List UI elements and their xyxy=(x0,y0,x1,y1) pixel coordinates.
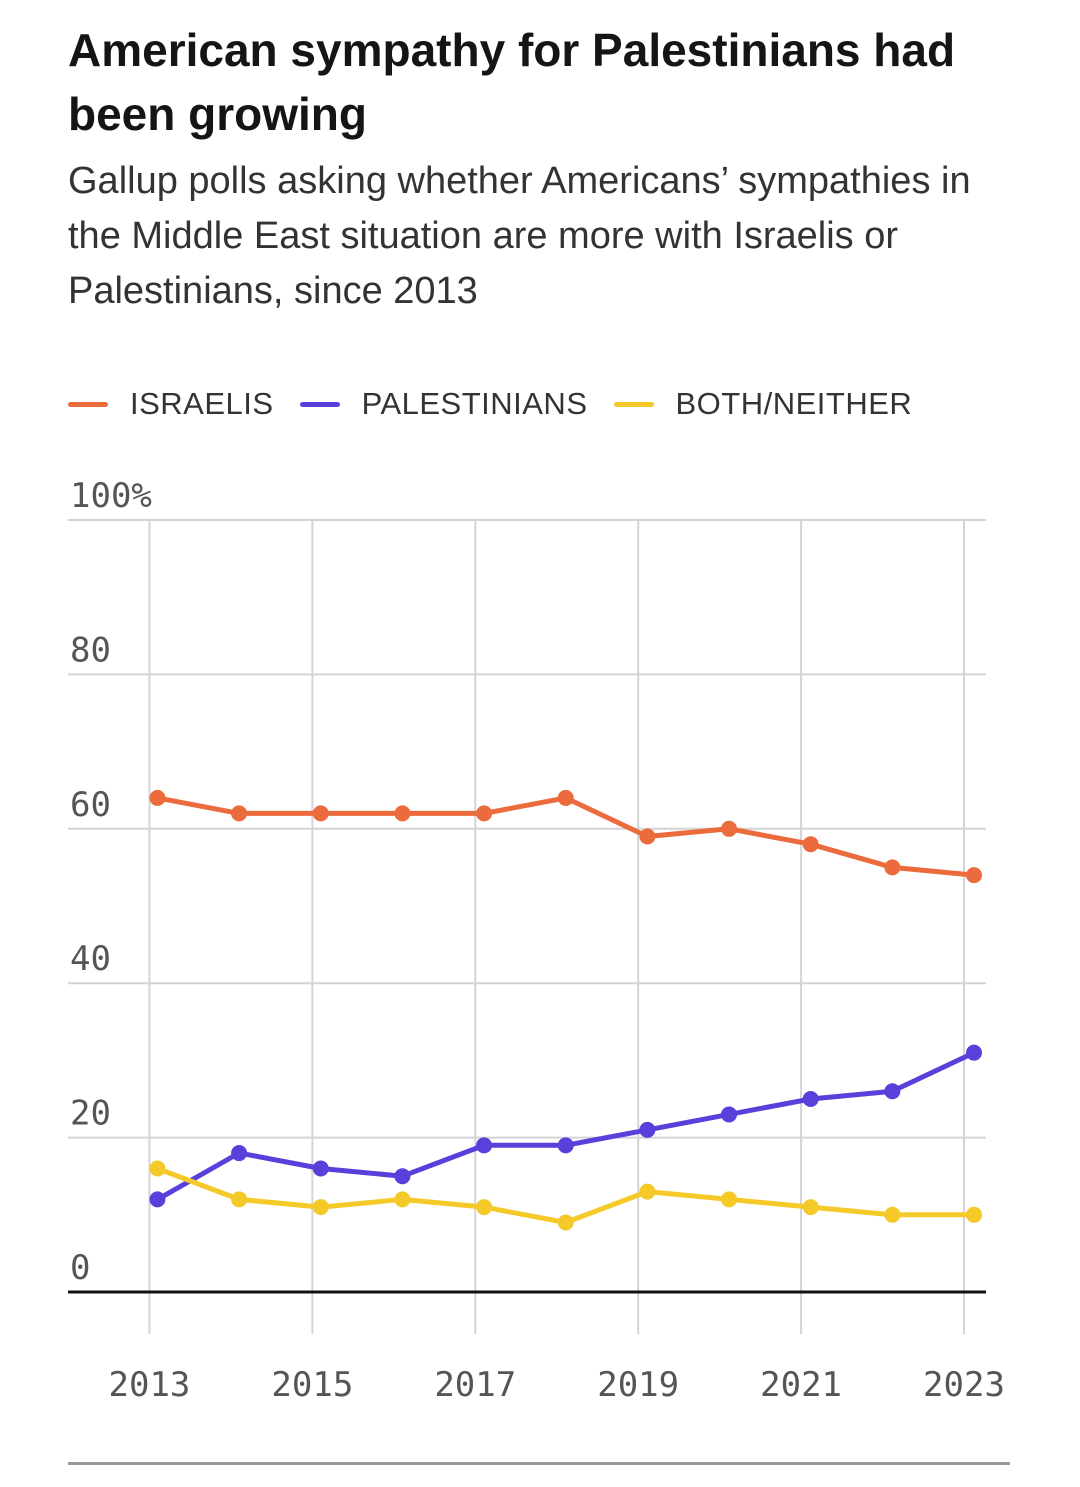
legend: ISRAELIS PALESTINIANS BOTH/NEITHER xyxy=(68,382,938,426)
legend-swatch-both-neither xyxy=(613,401,654,407)
legend-swatch-israelis xyxy=(68,401,108,407)
legend-label-israelis: ISRAELIS xyxy=(130,386,274,421)
data-point-both-neither xyxy=(149,1160,166,1177)
data-point-palestinians xyxy=(966,1044,982,1061)
data-point-both-neither xyxy=(884,1206,901,1223)
series-line-both-neither xyxy=(155,1166,977,1225)
legend-item-palestinians: PALESTINIANS xyxy=(299,386,588,422)
data-point-israelis xyxy=(639,828,656,845)
series-line-israelis xyxy=(155,795,977,878)
data-point-israelis xyxy=(721,820,738,837)
data-point-both-neither xyxy=(476,1199,493,1216)
data-point-both-neither xyxy=(802,1199,819,1216)
legend-label-both-neither: BOTH/NEITHER xyxy=(675,386,913,421)
data-point-both-neither xyxy=(639,1183,656,1200)
data-point-both-neither xyxy=(966,1206,982,1223)
data-point-israelis xyxy=(802,836,819,853)
data-point-israelis xyxy=(231,805,248,822)
data-point-both-neither xyxy=(231,1191,248,1208)
data-point-palestinians xyxy=(557,1137,574,1154)
data-point-both-neither xyxy=(394,1191,411,1208)
line-chart: 0 20 40 60 80 100% 2013 2015 2017 2019 2021 2023 xyxy=(68,476,1005,1405)
data-point-palestinians xyxy=(394,1168,411,1185)
data-point-palestinians xyxy=(884,1083,901,1100)
data-point-palestinians xyxy=(476,1137,493,1154)
data-point-israelis xyxy=(312,805,329,822)
y-tick-label: 0 xyxy=(70,1248,90,1288)
axis: 0 20 40 60 80 100% 2013 2015 2017 2019 2021 2023 xyxy=(68,476,1005,1405)
legend-label-palestinians: PALESTINIANS xyxy=(361,386,588,421)
y-tick-label: 100% xyxy=(70,476,152,516)
legend-item-israelis: ISRAELIS xyxy=(68,386,274,422)
series-line-palestinians xyxy=(155,1050,977,1202)
y-tick-label: 40 xyxy=(70,939,111,979)
bottom-divider xyxy=(68,1462,1010,1465)
data-point-palestinians xyxy=(231,1145,248,1162)
chart-subtitle: Gallup polls asking whether Americans’ s… xyxy=(68,160,971,312)
x-tick-label: 2021 xyxy=(760,1365,842,1405)
y-tick-label: 20 xyxy=(70,1094,111,1134)
data-point-israelis xyxy=(557,789,574,806)
x-tick-label: 2019 xyxy=(597,1365,679,1405)
legend-item-both-neither: BOTH/NEITHER xyxy=(613,386,913,422)
legend-swatch-palestinians xyxy=(299,401,340,407)
data-point-palestinians xyxy=(721,1106,738,1123)
data-point-israelis xyxy=(884,859,901,876)
data-point-israelis xyxy=(476,805,493,822)
y-tick-label: 60 xyxy=(70,785,111,825)
x-tick-label: 2017 xyxy=(434,1365,516,1405)
grid xyxy=(68,519,986,1334)
data-point-israelis xyxy=(149,789,166,806)
series-lines xyxy=(155,795,977,1225)
data-point-palestinians xyxy=(149,1191,166,1208)
series-points xyxy=(149,789,982,1231)
data-point-palestinians xyxy=(639,1121,656,1138)
data-point-both-neither xyxy=(557,1214,574,1231)
chart-title: American sympathy for Palestinians had b… xyxy=(68,24,956,140)
data-point-palestinians xyxy=(312,1160,329,1177)
x-tick-label: 2013 xyxy=(109,1365,191,1405)
data-point-israelis xyxy=(966,867,982,884)
data-point-both-neither xyxy=(312,1199,329,1216)
x-tick-label: 2023 xyxy=(923,1365,1005,1405)
data-point-israelis xyxy=(394,805,411,822)
y-tick-label: 80 xyxy=(70,630,111,670)
data-point-both-neither xyxy=(721,1191,738,1208)
x-tick-label: 2015 xyxy=(271,1365,353,1405)
data-point-palestinians xyxy=(802,1091,819,1107)
